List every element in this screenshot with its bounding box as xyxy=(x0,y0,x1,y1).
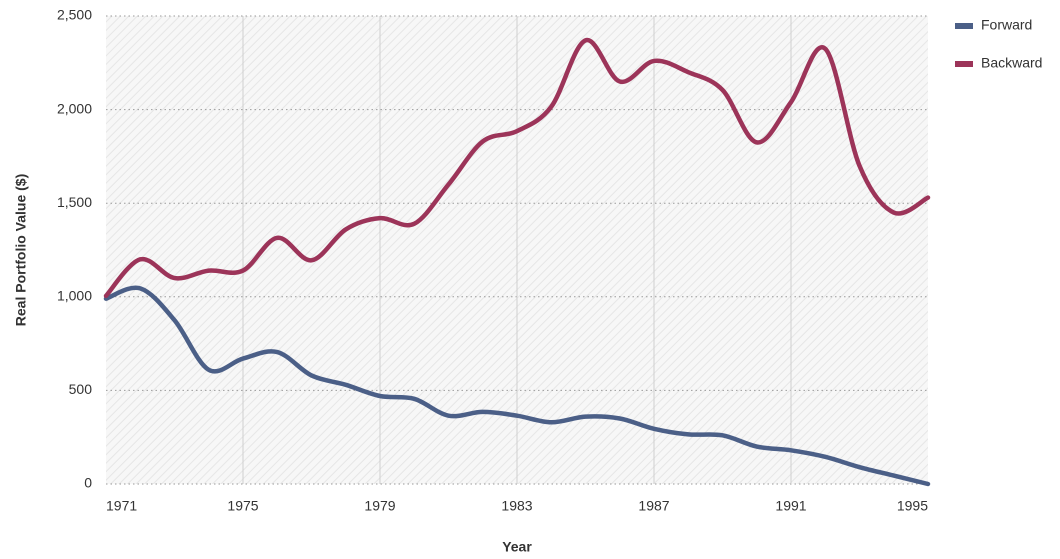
y-tick-label: 500 xyxy=(69,381,93,397)
legend-swatch xyxy=(955,61,973,67)
y-tick-label: 1,500 xyxy=(57,194,92,210)
y-tick-label: 2,500 xyxy=(57,7,92,23)
series-line xyxy=(103,285,931,487)
legend-label: Forward xyxy=(981,17,1032,33)
x-tick-label: 1995 xyxy=(897,498,928,514)
x-tick-label: 1971 xyxy=(106,498,137,514)
y-tick-label: 1,000 xyxy=(57,288,92,304)
y-tick-label: 0 xyxy=(84,475,92,491)
x-tick-label: 1979 xyxy=(364,498,395,514)
legend-label: Backward xyxy=(981,55,1042,71)
y-axis-title: Real Portfolio Value ($) xyxy=(13,174,29,326)
legend-swatch xyxy=(955,23,973,29)
x-tick-label: 1991 xyxy=(775,498,806,514)
x-tick-label: 1983 xyxy=(501,498,532,514)
x-axis-title: Year xyxy=(502,539,532,555)
y-tick-label: 2,000 xyxy=(57,100,92,116)
x-tick-label: 1975 xyxy=(227,498,258,514)
series-line xyxy=(103,38,931,299)
x-tick-label: 1987 xyxy=(638,498,669,514)
